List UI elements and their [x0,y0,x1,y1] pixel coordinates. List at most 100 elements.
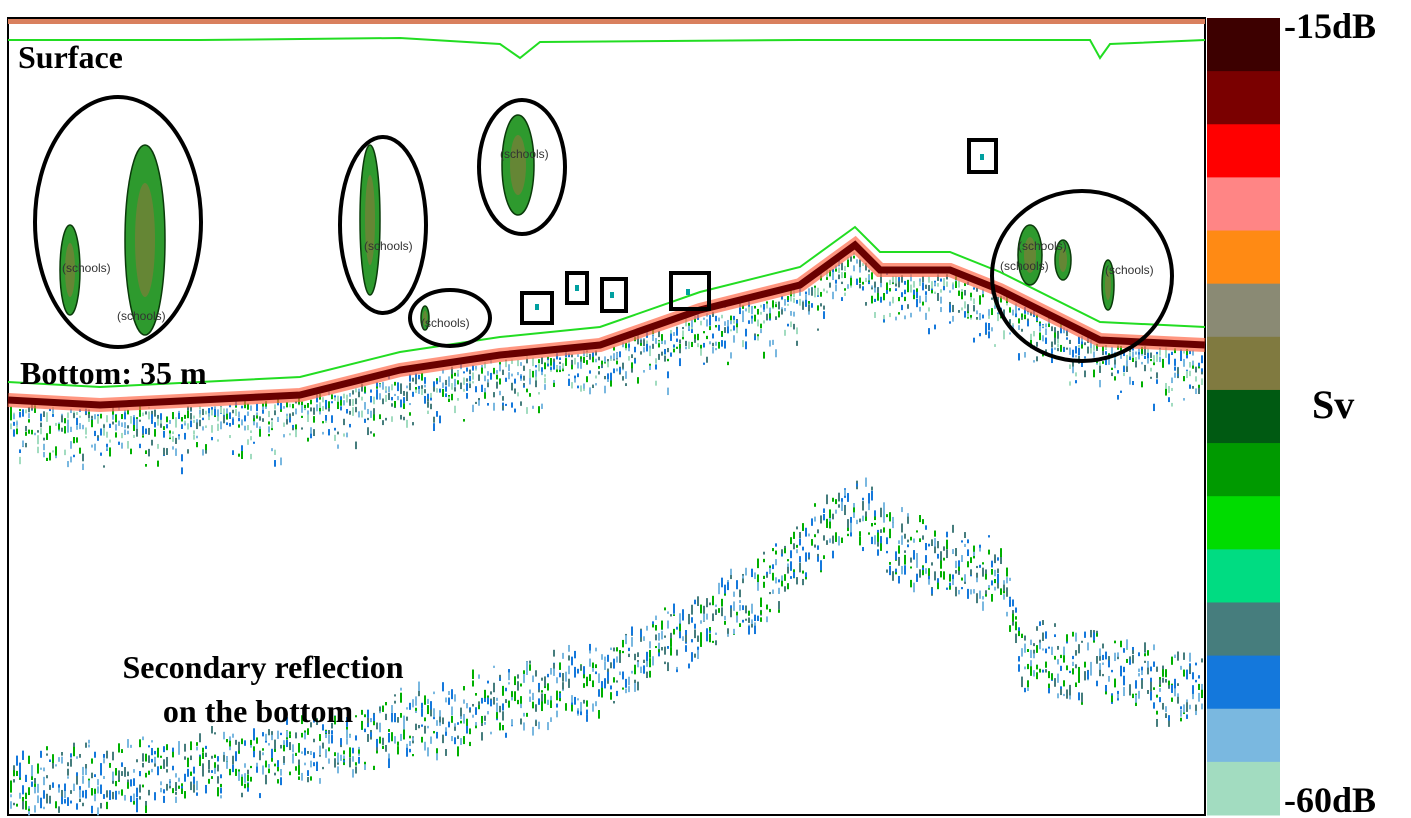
echo-speckle [340,755,342,761]
echo-speckle [664,340,666,344]
echo-speckle [292,744,294,752]
echo-speckle [169,430,171,433]
echo-speckle [535,720,537,726]
echo-speckle [982,596,984,599]
echo-speckle [613,659,615,669]
echo-speckle [916,574,918,582]
echo-speckle [586,360,588,365]
echo-speckle [265,761,267,768]
echo-speckle [235,769,237,776]
echo-speckle [883,527,885,532]
echo-speckle [919,296,921,304]
echo-speckle [208,414,210,416]
echo-speckle [421,389,423,395]
echo-speckle [577,711,579,714]
echo-speckle [97,438,99,441]
echo-speckle [46,746,48,750]
echo-speckle [52,409,54,413]
echo-speckle [391,397,393,400]
echo-speckle [907,304,909,309]
echo-speckle [652,344,654,349]
echo-speckle [625,679,627,688]
echo-speckle [442,682,444,691]
echo-speckle [718,583,720,591]
echo-speckle [79,799,81,802]
echo-speckle [1189,705,1191,710]
echo-speckle [43,452,45,457]
echo-speckle [1192,361,1194,366]
echo-speckle [133,778,135,786]
echo-speckle [1102,674,1104,676]
echo-speckle [1018,308,1020,310]
echo-speckle [544,378,546,383]
echo-speckle [496,703,498,712]
echo-speckle [301,427,303,429]
echo-speckle [55,764,57,766]
echo-speckle [640,351,642,354]
echo-speckle [1051,348,1053,354]
echo-speckle [781,549,783,553]
echo-speckle [475,402,477,404]
echo-speckle [766,314,768,321]
echo-speckle [808,288,810,295]
echo-speckle [79,754,81,758]
echo-speckle [163,796,165,803]
echo-speckle [568,655,570,660]
echo-speckle [700,321,702,326]
echo-speckle [202,449,204,455]
echo-speckle [346,395,348,402]
echo-speckle [418,376,420,379]
echo-speckle [409,403,411,405]
echo-speckle [736,612,738,616]
colorbar-swatch [1207,284,1280,338]
echo-speckle [826,495,828,505]
echo-speckle [487,379,489,382]
echo-speckle [1201,684,1203,690]
echo-speckle [574,651,576,658]
echo-speckle [529,664,531,670]
echo-speckle [1144,642,1146,652]
echo-speckle [1075,650,1077,656]
echo-speckle [673,604,675,614]
echo-speckle [469,376,471,381]
echo-speckle [805,300,807,303]
echo-speckle [64,799,66,803]
echo-speckle [841,272,843,278]
echo-speckle [775,316,777,320]
echo-speckle [553,359,555,363]
echo-speckle [352,748,354,754]
echo-speckle [469,370,471,375]
echo-speckle [337,432,339,435]
echo-speckle [484,376,486,382]
echo-speckle [1165,351,1167,358]
echo-speckle [868,532,870,534]
echo-speckle [526,668,528,675]
echo-speckle [700,348,702,355]
echo-speckle [814,503,816,507]
echo-speckle [1186,670,1188,680]
echo-speckle [742,605,744,610]
echo-speckle [982,315,984,319]
echo-speckle [10,801,12,809]
echo-speckle [748,617,750,622]
echo-speckle [592,352,594,356]
echo-speckle [1102,351,1104,355]
echo-speckle [274,460,276,467]
echo-speckle [358,392,360,398]
echo-speckle [115,415,117,422]
echo-speckle [1000,548,1002,557]
echo-speckle [727,362,729,365]
echo-speckle [880,283,882,287]
echo-speckle [523,722,525,730]
echo-speckle [763,576,765,579]
echo-speckle [346,729,348,738]
echo-speckle [91,420,93,428]
echo-speckle [121,422,123,426]
echo-speckle [517,700,519,704]
echo-speckle [1042,648,1044,650]
echo-speckle [64,418,66,423]
echo-speckle [676,329,678,336]
echo-speckle [226,422,228,425]
echo-speckle [382,706,384,712]
echo-speckle [616,368,618,371]
